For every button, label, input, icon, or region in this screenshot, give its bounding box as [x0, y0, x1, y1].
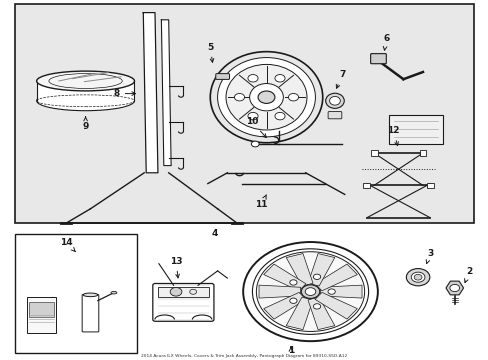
Ellipse shape [252, 249, 368, 334]
Text: 11: 11 [255, 195, 267, 209]
Bar [27, 297, 56, 333]
Text: 14: 14 [60, 238, 75, 252]
Polygon shape [161, 20, 171, 166]
FancyBboxPatch shape [82, 294, 99, 332]
FancyBboxPatch shape [152, 284, 214, 321]
Text: 10: 10 [245, 117, 266, 138]
Bar [388, 115, 442, 144]
Bar [15, 4, 473, 223]
Ellipse shape [243, 242, 377, 341]
FancyBboxPatch shape [370, 54, 386, 64]
Polygon shape [314, 264, 357, 291]
Circle shape [289, 298, 296, 303]
Bar [157, 287, 208, 297]
Ellipse shape [83, 293, 98, 297]
Circle shape [234, 94, 244, 101]
Polygon shape [143, 13, 158, 173]
Text: 8: 8 [113, 89, 135, 98]
Ellipse shape [210, 51, 322, 143]
Circle shape [327, 289, 335, 294]
Ellipse shape [406, 269, 429, 286]
Circle shape [247, 75, 258, 82]
Text: 2014 Acura ILX Wheels, Covers & Trim Jack Assembly, Pantograph Diagram for 89310: 2014 Acura ILX Wheels, Covers & Trim Jac… [141, 354, 347, 358]
Circle shape [313, 304, 320, 309]
Circle shape [247, 112, 258, 120]
Text: 4: 4 [211, 229, 218, 238]
Circle shape [170, 287, 182, 296]
Polygon shape [320, 285, 361, 298]
Polygon shape [285, 297, 312, 330]
Polygon shape [285, 253, 312, 286]
Ellipse shape [217, 58, 315, 137]
Bar [37, 81, 134, 101]
Text: 12: 12 [386, 126, 399, 146]
Bar [15, 234, 137, 353]
Circle shape [301, 285, 319, 298]
Ellipse shape [413, 274, 421, 280]
Text: 1: 1 [287, 346, 293, 355]
Ellipse shape [37, 71, 134, 91]
Circle shape [305, 288, 315, 296]
Bar [419, 150, 426, 156]
Text: 3: 3 [426, 249, 432, 264]
Circle shape [258, 91, 274, 103]
Polygon shape [307, 297, 334, 330]
Circle shape [274, 75, 285, 82]
Ellipse shape [329, 96, 340, 105]
Text: 9: 9 [82, 117, 89, 131]
Bar [363, 183, 369, 188]
Circle shape [289, 280, 296, 285]
Polygon shape [307, 253, 334, 286]
FancyBboxPatch shape [327, 112, 341, 119]
Bar [29, 302, 54, 317]
Text: 7: 7 [336, 71, 345, 88]
Text: 13: 13 [169, 257, 182, 278]
Polygon shape [259, 285, 300, 298]
Circle shape [288, 94, 298, 101]
Polygon shape [314, 292, 357, 319]
Circle shape [313, 274, 320, 279]
Ellipse shape [111, 292, 117, 294]
Ellipse shape [37, 91, 134, 111]
Circle shape [189, 289, 196, 294]
Polygon shape [263, 264, 305, 291]
Ellipse shape [249, 84, 283, 111]
Polygon shape [445, 281, 463, 295]
Text: 6: 6 [383, 35, 388, 50]
Circle shape [251, 141, 259, 147]
Ellipse shape [325, 93, 344, 108]
Text: 5: 5 [207, 42, 213, 62]
Ellipse shape [410, 272, 424, 282]
Text: 2: 2 [464, 267, 471, 283]
Ellipse shape [256, 252, 364, 332]
Bar [426, 183, 433, 188]
Ellipse shape [225, 64, 306, 130]
Circle shape [274, 112, 285, 120]
Bar [370, 150, 377, 156]
Polygon shape [263, 292, 305, 319]
Circle shape [449, 284, 459, 292]
FancyBboxPatch shape [215, 74, 229, 79]
